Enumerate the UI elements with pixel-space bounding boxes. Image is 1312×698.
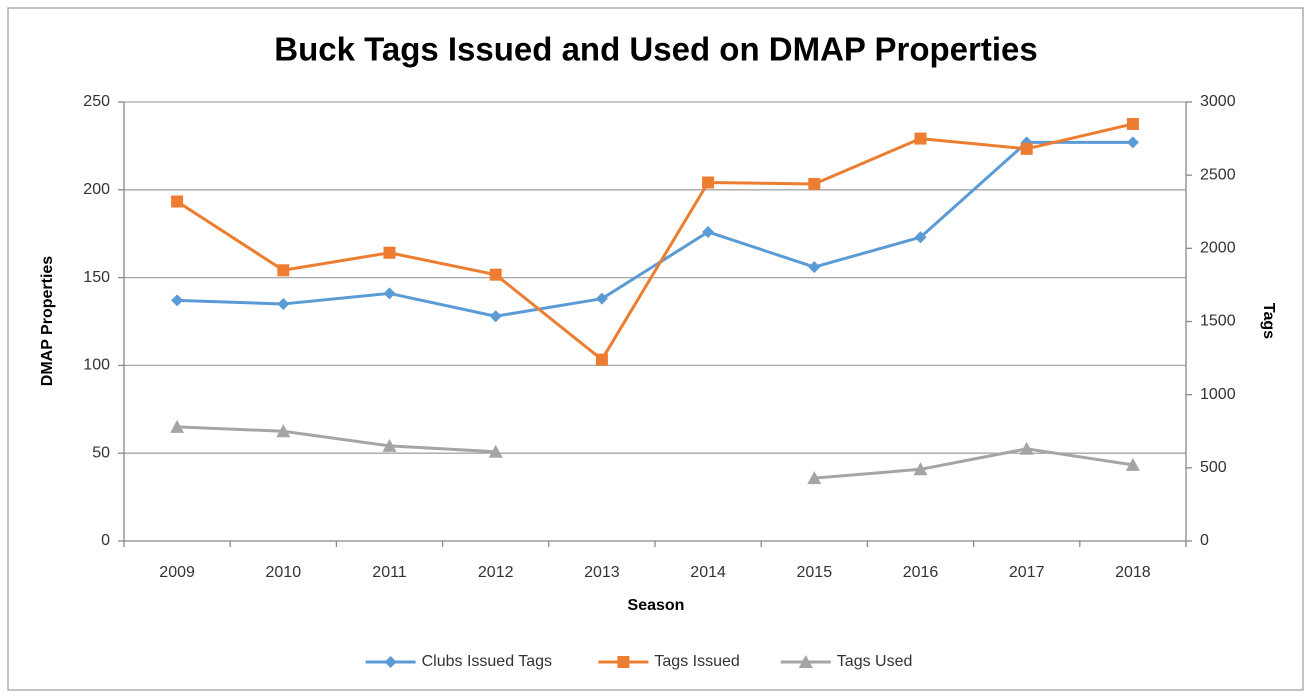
x-tick-label: 2014 [690,564,726,581]
data-point [171,195,184,208]
x-axis-label: Season [628,597,685,614]
data-point [1020,142,1033,155]
data-point [277,264,290,277]
data-point [808,177,821,190]
data-point [1126,136,1139,149]
data-point [277,297,290,310]
legend-marker [798,655,813,668]
legend-label: Tags Issued [654,653,739,670]
legend-marker [384,656,397,668]
x-tick-label: 2013 [584,564,620,581]
y2-tick-label: 2500 [1200,166,1236,183]
legend-marker [617,656,630,668]
data-point [1125,457,1140,471]
legend-label: Clubs Issued Tags [422,653,552,670]
x-tick-label: 2010 [266,564,302,581]
series-line [177,425,1134,480]
x-tick-label: 2018 [1115,564,1151,581]
data-point [489,310,502,323]
data-point [914,231,927,244]
y-tick-label: 200 [83,181,110,198]
series-line [177,140,1133,318]
data-point [595,292,608,305]
data-point [808,261,821,274]
y-axis-label: DMAP Properties [39,256,56,387]
y2-tick-label: 2000 [1200,240,1236,257]
y-tick-label: 0 [101,532,110,549]
series-line [176,122,1134,362]
data-point [489,268,502,281]
data-point [276,424,291,438]
y-tick-label: 50 [92,444,110,461]
data-point [702,176,715,189]
data-point [1126,117,1139,130]
data-point [382,438,397,452]
y2-axis-label: Tags [1260,303,1277,339]
data-point [1019,441,1034,455]
y2-tick-label: 3000 [1200,93,1236,110]
y-tick-label: 150 [83,269,110,286]
data-point [488,444,503,458]
data-point [170,419,185,433]
x-tick-label: 2017 [1009,564,1045,581]
x-tick-label: 2009 [159,564,195,581]
y-tick-label: 100 [83,357,110,374]
y2-tick-label: 1000 [1200,386,1236,403]
x-tick-label: 2015 [797,564,833,581]
y2-tick-label: 0 [1200,532,1209,549]
x-tick-label: 2012 [478,564,514,581]
data-point [383,287,396,300]
y2-tick-label: 500 [1200,459,1227,476]
data-point [914,132,927,145]
chart-title: Buck Tags Issued and Used on DMAP Proper… [274,31,1037,68]
data-point [595,353,608,366]
data-point [702,225,715,238]
data-point [171,294,184,307]
y2-tick-label: 1500 [1200,313,1236,330]
data-point [383,246,396,259]
x-tick-label: 2016 [903,564,939,581]
y-tick-label: 250 [83,93,110,110]
x-tick-label: 2011 [372,564,407,581]
data-point [913,462,928,476]
chart-frame [7,7,1304,691]
data-point [807,471,822,485]
legend-label: Tags Used [837,653,913,670]
